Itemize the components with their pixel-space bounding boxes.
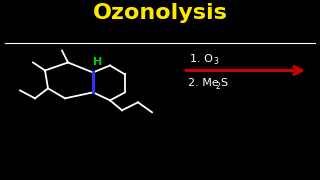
Text: 3: 3 (213, 57, 218, 66)
Text: 2. Me: 2. Me (188, 78, 219, 88)
Text: H: H (93, 57, 103, 68)
FancyArrowPatch shape (186, 67, 302, 74)
Text: S: S (220, 78, 227, 88)
Text: 1. O: 1. O (190, 53, 213, 64)
Text: Ozonolysis: Ozonolysis (92, 3, 228, 23)
Text: 2: 2 (215, 82, 220, 91)
